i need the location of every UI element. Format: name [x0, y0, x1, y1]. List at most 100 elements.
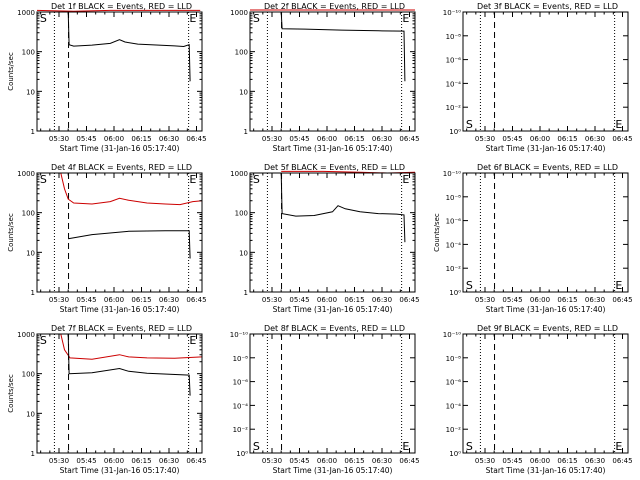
x-tick-label: 05:45 — [289, 457, 309, 465]
y-tick-label: 1 — [244, 289, 248, 297]
detector-panel: Det 3f BLACK = Events, RED = LLD S E 10⁰ 10⁻… — [443, 2, 633, 153]
x-tick-label: 06:15 — [557, 457, 577, 465]
x-axis-label: Start Time (31-Jan-16 05:17:40) — [486, 144, 606, 153]
y-tick-label: 10 — [239, 249, 248, 257]
x-tick-label: 05:30 — [262, 135, 282, 143]
detector-panel: Det 8f BLACK = Events, RED = LLD S E 10⁰ 10⁻… — [230, 324, 420, 475]
y-tick-label: 1000 — [17, 170, 35, 178]
y-tick-label: 10⁻⁴ — [446, 241, 462, 249]
y-tick-label: 10⁻⁶ — [446, 57, 462, 65]
x-tick-label: 06:00 — [317, 457, 337, 465]
events-series-line — [67, 11, 191, 82]
x-tick-label: 06:30 — [159, 135, 179, 143]
plot-frame — [36, 333, 203, 454]
x-axis-label: Start Time (31-Jan-16 05:17:40) — [60, 305, 180, 314]
x-tick-label: 06:30 — [372, 457, 392, 465]
x-tick-label: 06:45 — [612, 457, 632, 465]
x-tick-label: 05:45 — [502, 135, 522, 143]
x-tick-label: 06:15 — [344, 457, 364, 465]
end-marker-label: E — [402, 440, 409, 453]
start-marker-label: S — [253, 173, 260, 186]
lld-series-line — [37, 172, 203, 206]
plot-frame — [462, 172, 629, 293]
y-tick-label: 10⁻¹⁰ — [443, 9, 461, 17]
end-marker-label: E — [189, 173, 196, 186]
panel-title: Det 9f BLACK = Events, RED = LLD — [477, 324, 618, 333]
detector-panel: Det 6f BLACK = Events, RED = LLD S E 10⁰ 10⁻… — [433, 163, 633, 314]
plot-frame — [36, 172, 203, 293]
lld-series-line — [37, 333, 203, 360]
x-tick-label: 06:45 — [186, 296, 206, 304]
end-marker-label: E — [189, 334, 196, 347]
panel-title: Det 4f BLACK = Events, RED = LLD — [51, 163, 192, 172]
y-tick-label: 10⁻⁴ — [233, 402, 249, 410]
x-tick-label: 06:00 — [530, 457, 550, 465]
y-tick-label: 1000 — [17, 9, 35, 17]
y-axis-label: Counts/sec — [433, 213, 441, 252]
x-tick-label: 06:15 — [131, 135, 151, 143]
x-tick-label: 06:45 — [399, 135, 419, 143]
x-tick-label: 05:45 — [76, 457, 96, 465]
plot-frame — [462, 333, 629, 454]
x-tick-label: 06:45 — [612, 135, 632, 143]
x-tick-label: 05:30 — [475, 457, 495, 465]
panel-title: Det 8f BLACK = Events, RED = LLD — [264, 324, 405, 333]
x-axis-label: Start Time (31-Jan-16 05:17:40) — [486, 305, 606, 314]
x-tick-label: 06:00 — [317, 135, 337, 143]
x-tick-label: 06:15 — [344, 296, 364, 304]
detector-panel: Det 2f BLACK = Events, RED = LLD S E 1 10 100… — [230, 2, 419, 153]
end-marker-label: E — [402, 12, 409, 25]
x-tick-label: 06:30 — [159, 296, 179, 304]
y-tick-label: 1000 — [230, 9, 248, 17]
x-tick-label: 05:30 — [262, 296, 282, 304]
y-tick-label: 10 — [26, 88, 35, 96]
x-tick-label: 05:30 — [49, 296, 69, 304]
detector-panel: Det 7f BLACK = Events, RED = LLD S E 1 10 100… — [7, 324, 207, 475]
detector-panel: Det 1f BLACK = Events, RED = LLD S E 1 10 100… — [7, 2, 207, 153]
x-tick-label: 05:45 — [502, 457, 522, 465]
x-axis-label: Start Time (31-Jan-16 05:17:40) — [273, 466, 393, 475]
end-marker-label: E — [402, 173, 409, 186]
y-axis-label: Counts/sec — [7, 213, 15, 252]
plot-frame — [36, 11, 203, 132]
x-tick-label: 05:30 — [262, 457, 282, 465]
plot-frame — [462, 11, 629, 132]
x-tick-label: 06:00 — [104, 296, 124, 304]
x-tick-label: 05:30 — [49, 457, 69, 465]
y-tick-label: 10⁻² — [446, 104, 462, 112]
y-tick-label: 10⁻² — [446, 265, 462, 273]
y-tick-label: 1 — [31, 450, 35, 458]
x-axis-label: Start Time (31-Jan-16 05:17:40) — [273, 305, 393, 314]
x-tick-label: 05:30 — [475, 296, 495, 304]
x-tick-label: 06:15 — [131, 457, 151, 465]
y-tick-label: 10⁻⁸ — [233, 355, 249, 363]
detector-panel: Det 5f BLACK = Events, RED = LLD S E 1 10 100… — [230, 163, 419, 314]
y-tick-label: 10⁰ — [449, 128, 461, 136]
start-marker-label: S — [466, 440, 473, 453]
y-tick-label: 10⁻² — [233, 426, 249, 434]
y-tick-label: 100 — [22, 49, 35, 57]
x-tick-label: 05:45 — [289, 135, 309, 143]
events-series-line — [280, 172, 406, 243]
detector-panel: Det 9f BLACK = Events, RED = LLD S E 10⁰ 10⁻… — [443, 324, 633, 475]
x-tick-label: 05:45 — [502, 296, 522, 304]
x-tick-label: 06:00 — [530, 296, 550, 304]
x-tick-label: 06:45 — [399, 457, 419, 465]
x-tick-label: 06:45 — [612, 296, 632, 304]
end-marker-label: E — [615, 279, 622, 292]
x-tick-label: 06:15 — [131, 296, 151, 304]
start-marker-label: S — [40, 12, 47, 25]
x-tick-label: 06:30 — [159, 457, 179, 465]
y-tick-label: 10⁻¹⁰ — [230, 331, 248, 339]
y-tick-label: 10⁻⁶ — [233, 379, 249, 387]
start-marker-label: S — [40, 334, 47, 347]
y-tick-label: 10⁻⁴ — [446, 80, 462, 88]
y-tick-label: 10⁰ — [449, 450, 461, 458]
y-tick-label: 1 — [31, 128, 35, 136]
y-tick-label: 1000 — [230, 170, 248, 178]
end-marker-label: E — [615, 440, 622, 453]
plot-frame — [249, 172, 416, 293]
lld-series-line — [36, 9, 201, 12]
x-tick-label: 06:15 — [557, 135, 577, 143]
